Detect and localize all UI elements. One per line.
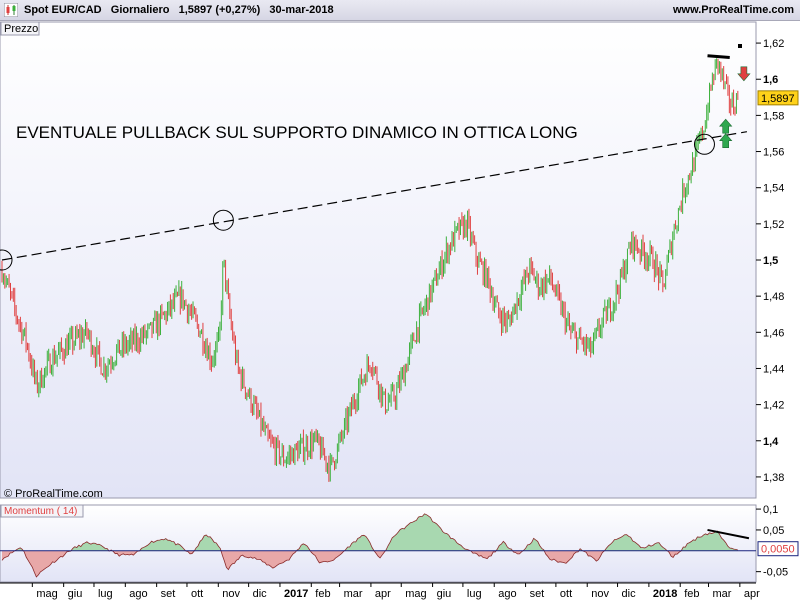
time-tick-label: feb — [684, 588, 699, 600]
price-tick-label: 1,44 — [763, 363, 784, 375]
momentum-pane[interactable] — [0, 504, 757, 583]
time-tick-label: apr — [375, 588, 391, 600]
price-tick-label: 1,58 — [763, 110, 784, 122]
price-tick-label: 1,46 — [763, 327, 784, 339]
chart-header: Spot EUR/CAD Giornaliero 1,5897 (+0,27%)… — [0, 0, 800, 21]
chart-annotation: EVENTUALE PULLBACK SUL SUPPORTO DINAMICO… — [16, 123, 578, 142]
price-tick-label: 1,42 — [763, 400, 784, 412]
momentum-negative-area — [2, 550, 738, 577]
last-momentum-badge — [757, 541, 799, 557]
time-tick-label: lug — [98, 588, 113, 600]
time-tick-label: lug — [467, 588, 482, 600]
time-tick-label: mag — [36, 588, 57, 600]
time-tick-label: ott — [191, 588, 203, 600]
time-tick-label: mag — [405, 588, 426, 600]
time-tick-label: apr — [744, 588, 760, 600]
dynamic-support-trendline — [1, 131, 748, 261]
arrow-up-icon — [719, 118, 733, 134]
price-panel-tag — [0, 21, 40, 36]
resistance-marker — [738, 44, 742, 48]
price-axis: 1,62 1,6 1,58 1,56 1,54 1,52 1,5 1,48 1,46 1,44 1,… — [756, 38, 799, 484]
time-tick-label: set — [161, 588, 176, 600]
price-tick-label: 1,38 — [763, 472, 784, 484]
chart-title: Spot EUR/CAD Giornaliero 1,5897 (+0,27%)… — [24, 4, 334, 16]
time-axis: mag giu lug ago set ott nov dic 2017 feb mar apr mag… — [0, 582, 760, 600]
watermark: © ProRealTime.com — [4, 488, 103, 500]
time-tick-label: nov — [591, 588, 609, 600]
price-tick-label: 1,54 — [763, 183, 784, 195]
time-tick-label: dic — [253, 588, 268, 600]
price-pane[interactable] — [0, 21, 757, 499]
last-momentum-label: 0,0050 — [761, 544, 795, 556]
momentum-panel-tag — [0, 504, 84, 518]
time-tick-label: 2018 — [653, 588, 677, 600]
price-tick-label: 1,6 — [763, 74, 778, 86]
momentum-line — [1, 513, 738, 578]
arrow-up-icon — [719, 133, 733, 148]
price-tick-label: 1,52 — [763, 219, 784, 231]
time-tick-label: mar — [344, 588, 363, 600]
time-tick-label: 2017 — [284, 588, 308, 600]
time-tick-label: ago — [498, 588, 516, 600]
circled-touch-point — [693, 133, 715, 155]
price-tick-label: 1,5 — [763, 255, 778, 267]
time-tick-label: set — [530, 588, 545, 600]
price-panel-label: Prezzo — [4, 23, 38, 35]
last-price-badge — [757, 90, 799, 106]
momentum-area — [0, 513, 756, 578]
last-price-label: 1,5897 — [761, 93, 795, 105]
candlestick-icon — [4, 3, 18, 17]
circled-touch-point — [0, 249, 13, 271]
momentum-positive-area — [14, 513, 738, 551]
momentum-tick-label: 0,05 — [763, 525, 784, 537]
circled-touch-point — [212, 209, 234, 231]
resistance-line — [707, 54, 730, 60]
time-tick-label: feb — [315, 588, 330, 600]
price-tick-label: 1,48 — [763, 291, 784, 303]
time-tick-label: ago — [129, 588, 147, 600]
price-candles — [1, 58, 739, 482]
momentum-title: Momentum ( 14) — [4, 506, 77, 517]
website-label[interactable]: www.ProRealTime.com — [672, 4, 794, 16]
time-tick-label: dic — [622, 588, 637, 600]
price-overlays — [0, 44, 751, 271]
momentum-tick-label: -0,05 — [763, 567, 788, 579]
momentum-axis: 0,1 0,05 -0,05 0,0050 — [756, 504, 799, 579]
time-tick-label: ott — [560, 588, 572, 600]
momentum-trendline — [707, 528, 750, 540]
momentum-tick-label: 0,1 — [763, 504, 778, 516]
price-tick-label: 1,4 — [763, 436, 779, 448]
time-tick-label: giu — [68, 588, 83, 600]
time-tick-label: mar — [713, 588, 732, 600]
price-tick-label: 1,56 — [763, 147, 784, 159]
price-tick-label: 1,62 — [763, 38, 784, 50]
time-tick-label: giu — [437, 588, 452, 600]
time-tick-label: nov — [222, 588, 240, 600]
arrow-down-icon — [737, 66, 751, 82]
